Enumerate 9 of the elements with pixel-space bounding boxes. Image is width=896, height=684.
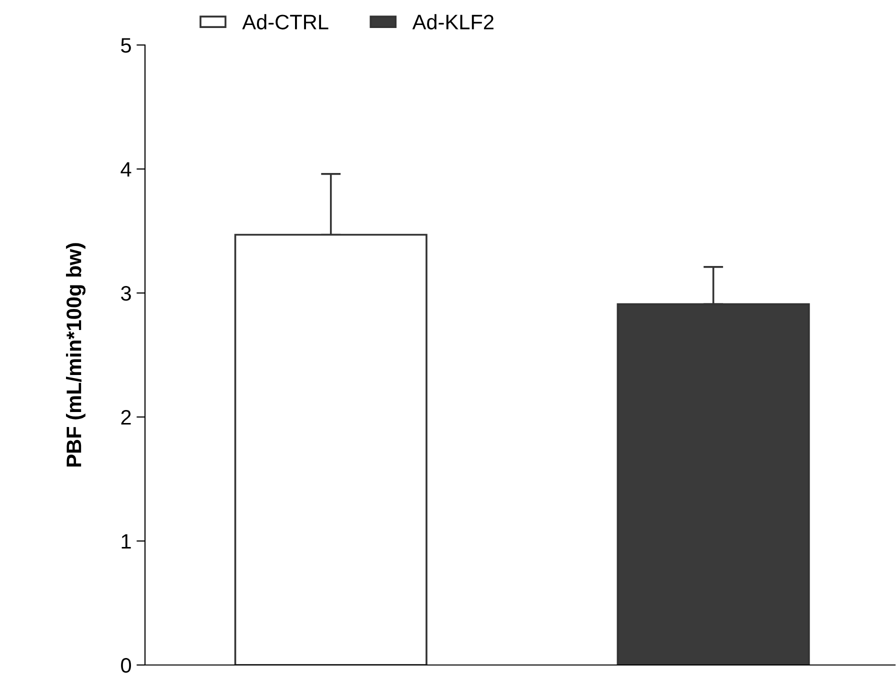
y-tick-label: 5	[121, 38, 131, 53]
y-tick-label: 2	[121, 410, 131, 425]
y-tick-label: 0	[121, 658, 131, 673]
legend-label: Ad-CTRL	[242, 14, 328, 30]
legend-label: Ad-KLF2	[412, 14, 494, 30]
y-tick-label: 4	[120, 162, 132, 177]
y-tick-label: 1	[122, 534, 131, 549]
y-axis-title: PBF (mL/min*100g bw)	[66, 243, 86, 466]
y-tick-label: 3	[121, 286, 131, 301]
